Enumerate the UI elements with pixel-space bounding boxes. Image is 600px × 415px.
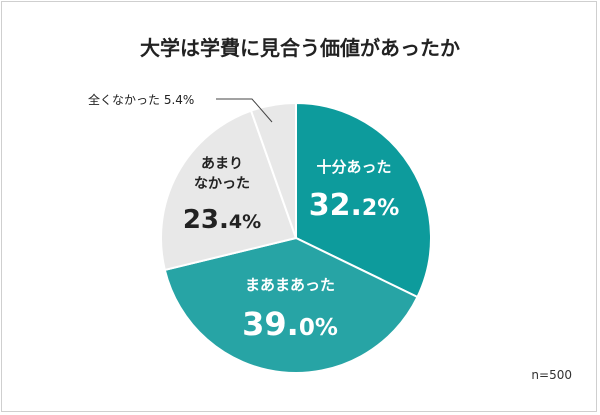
slice-leader-line-3	[216, 98, 273, 123]
slice-label-2-line1: なかった	[194, 176, 250, 192]
slice-value-0: 32.2%	[309, 188, 400, 223]
slice-label-2-line0: あまり	[201, 156, 243, 172]
slice-label-0: 十分あった	[316, 158, 391, 176]
slice-value-2: 23.4%	[183, 205, 261, 235]
sample-size-label: n=500	[531, 368, 572, 382]
chart-title: 大学は学費に見合う価値があったか	[140, 36, 460, 60]
slice-value-1: 39.0%	[242, 305, 338, 343]
slice-label-1: まあまあった	[245, 276, 335, 294]
pie-slice-2	[160, 109, 298, 272]
pie-slice-1	[163, 236, 419, 374]
pie-slice-3	[249, 101, 297, 239]
slice-label-3: 全くなかった 5.4%	[88, 92, 194, 107]
pie-slice-0	[295, 101, 432, 299]
